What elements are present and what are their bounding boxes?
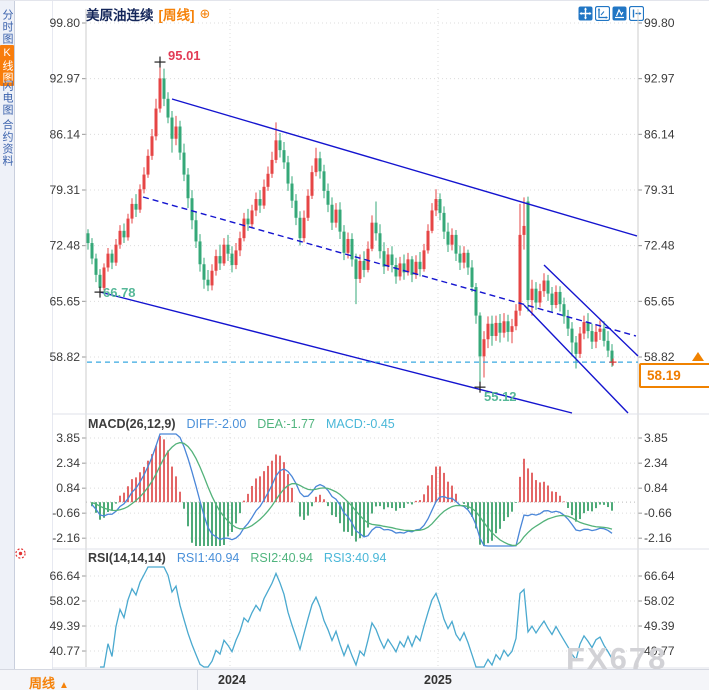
- macd-header: MACD(26,12,9) DIFF:-2.00 DEA:-1.77 MACD:-0.…: [88, 417, 395, 431]
- period-tag: [周线]: [158, 8, 195, 23]
- rsi-y-axis-label: 40.77: [50, 644, 81, 658]
- macd-y-axis-label: -0.66: [52, 506, 80, 520]
- rsi1-value: RSI1:40.94: [176, 551, 240, 565]
- macd-y-axis-label: 0.84: [56, 481, 80, 495]
- rsi-y-axis-label: 58.02: [644, 594, 675, 608]
- rsi2-value: RSI2:40.94: [250, 551, 313, 565]
- symbol-title: 美原油连续: [86, 8, 154, 23]
- macd-macd-value: MACD:-0.45: [325, 417, 395, 431]
- main-y-axis-label: 99.80: [50, 16, 81, 30]
- main-y-axis-label: 65.65: [644, 294, 675, 308]
- steep-upper-trendline[interactable]: [543, 264, 639, 357]
- rsi-y-axis-label: 66.64: [50, 569, 81, 583]
- macd-y-axis-label: 2.34: [56, 456, 80, 470]
- sidebar-item-time-chart[interactable]: 分时图: [1, 9, 13, 45]
- steep-lower-trendline[interactable]: [523, 304, 629, 414]
- period-selector[interactable]: 周线 ▲: [29, 676, 69, 690]
- macd-y-axis-label: 3.85: [56, 431, 80, 445]
- main-y-axis-label: 79.31: [644, 183, 675, 197]
- main-y-axis-label: 72.48: [644, 239, 675, 253]
- bottom-bar: 周线 ▲ 2024 2025: [0, 669, 709, 690]
- cursor-chart-icon[interactable]: [612, 6, 627, 21]
- macd-y-axis-label: 3.85: [644, 431, 668, 445]
- chart-toolbar: [578, 6, 644, 21]
- main-y-axis-label: 65.65: [50, 294, 81, 308]
- main-y-axis-label: 58.82: [50, 350, 81, 364]
- chart-header: 美原油连续 [周线] ⊕: [86, 4, 210, 24]
- x-axis-label-2025: 2025: [424, 673, 452, 687]
- annotation-high-price: 95.01: [168, 48, 201, 63]
- macd-dea-value: DEA:-1.77: [257, 417, 315, 431]
- lower-channel-trendline[interactable]: [99, 291, 573, 414]
- main-y-axis-label: 86.14: [644, 127, 675, 141]
- indicator-settings-icon[interactable]: [13, 546, 28, 561]
- upper-channel-trendline[interactable]: [171, 98, 638, 237]
- sidebar-item-flash-chart[interactable]: 闪电图: [1, 80, 13, 116]
- annotation-low-price: 55.12: [484, 389, 517, 404]
- gutter-divider: [52, 1, 53, 669]
- macd-y-axis-label: -2.16: [644, 531, 672, 545]
- macd-y-axis-label: 0.84: [644, 481, 668, 495]
- bottom-bar-divider: [197, 670, 198, 690]
- sidebar-item-kline-chart[interactable]: K线图: [0, 45, 14, 86]
- rsi3-value: RSI3:40.94: [323, 551, 387, 565]
- main-y-axis-label: 92.97: [644, 72, 675, 86]
- sidebar: [0, 1, 15, 669]
- main-y-axis-label: 72.48: [50, 239, 81, 253]
- x-axis-label-2024: 2024: [218, 673, 246, 687]
- rsi-y-axis-label: 49.39: [644, 619, 675, 633]
- main-y-axis-label: 99.80: [644, 16, 675, 30]
- exit-right-icon[interactable]: [629, 6, 644, 21]
- rsi-y-axis-label: 66.64: [644, 569, 675, 583]
- rsi-header: RSI(14,14,14) RSI1:40.94 RSI2:40.94 RSI3:40…: [88, 551, 386, 565]
- main-y-axis-label: 86.14: [50, 127, 81, 141]
- rsi-title: RSI(14,14,14): [88, 551, 166, 565]
- mid-channel-trendline[interactable]: [142, 196, 637, 337]
- current-price-arrow-icon: [692, 352, 704, 361]
- macd-title: MACD(26,12,9): [88, 417, 176, 431]
- current-price-badge: 58.19: [639, 363, 709, 388]
- chevron-up-icon: ▲: [59, 680, 69, 690]
- axis-scale-icon[interactable]: [595, 6, 610, 21]
- annotation-channel-start-price: 66.78: [103, 285, 136, 300]
- rsi-y-axis-label: 49.39: [50, 619, 81, 633]
- sidebar-item-contract-info[interactable]: 合约资料: [1, 119, 13, 167]
- macd-y-axis-label: -0.66: [644, 506, 672, 520]
- rsi-y-axis-label: 40.77: [644, 644, 675, 658]
- rsi-y-axis-label: 58.02: [50, 594, 81, 608]
- move-crosshair-icon[interactable]: [578, 6, 593, 21]
- add-indicator-icon[interactable]: ⊕: [199, 6, 211, 21]
- macd-diff-value: DIFF:-2.00: [186, 417, 247, 431]
- main-y-axis-label: 92.97: [50, 72, 81, 86]
- macd-y-axis-label: -2.16: [52, 531, 80, 545]
- macd-y-axis-label: 2.34: [644, 456, 668, 470]
- main-y-axis-label: 58.82: [644, 350, 675, 364]
- main-y-axis-label: 79.31: [50, 183, 81, 197]
